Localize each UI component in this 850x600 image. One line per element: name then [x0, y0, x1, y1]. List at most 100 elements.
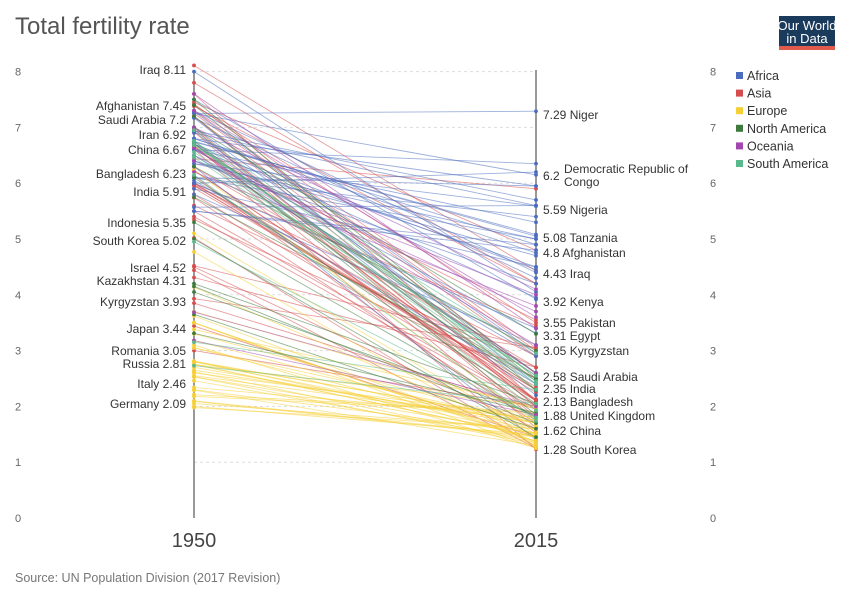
series-line-estonia[interactable] [193, 403, 537, 430]
point-1950-panama [192, 195, 196, 200]
series-line-suriname[interactable] [193, 151, 537, 382]
series-line-azerbaijan[interactable] [193, 210, 537, 407]
legend-label-north-america: North America [747, 122, 826, 136]
point-1950-kyrgyzstan [192, 296, 196, 301]
series-line-bahamas[interactable] [193, 291, 537, 416]
logo-stripe [779, 46, 835, 50]
point-1950-honduras [192, 97, 196, 102]
series-line-spain[interactable] [193, 376, 537, 445]
left-label-romania: Romania 3.05 [111, 344, 186, 358]
y-tick-right-4: 4 [710, 290, 716, 302]
series-line-timor-leste[interactable] [193, 158, 537, 190]
series-line-somalia[interactable] [193, 113, 537, 176]
series-line-paraguay[interactable] [193, 154, 537, 377]
series-line-brazil[interactable] [193, 174, 537, 422]
legend-label-south-america: South America [747, 157, 828, 171]
series-line-malawi[interactable] [193, 138, 537, 254]
legend[interactable]: Africa Asia Europe North America Oceania Sout… [736, 69, 828, 171]
right-label-value-democratic-republic-of-congo: 6.2 [543, 169, 560, 183]
legend-item-asia[interactable]: Asia [736, 87, 771, 101]
point-1950-iraq [192, 63, 196, 68]
series-line-australia[interactable] [193, 340, 537, 416]
series-line-kazakhstan[interactable] [193, 277, 537, 368]
series-line-panama[interactable] [193, 196, 537, 379]
series-line-luxembourg[interactable] [193, 407, 537, 430]
series-line-costa-rica[interactable] [193, 142, 537, 416]
series-line-chile[interactable] [193, 241, 537, 418]
legend-swatch-asia [736, 89, 743, 97]
series-line-montenegro[interactable] [193, 333, 537, 424]
series-line-cambodia[interactable] [193, 166, 537, 368]
series-line-united-states[interactable] [193, 332, 537, 413]
series-line-nigeria[interactable] [193, 163, 537, 207]
series-line-nicaragua[interactable] [193, 115, 537, 391]
series-line-jamaica[interactable] [193, 283, 537, 405]
point-1950-austria [192, 398, 196, 403]
series-line-canada[interactable] [193, 313, 537, 430]
series-line-south-africa[interactable] [193, 180, 537, 385]
legend-swatch-europe [736, 107, 743, 115]
legend-item-north-america[interactable]: North America [736, 122, 826, 136]
series-line-bosnia[interactable] [193, 251, 537, 447]
series-line-north-korea[interactable] [193, 302, 537, 410]
series-line-trinidad-and-tobago[interactable] [193, 221, 537, 418]
series-line-bolivia[interactable] [193, 140, 537, 354]
point-2015-tajikistan [534, 323, 538, 328]
series-line-cyprus[interactable] [193, 322, 537, 444]
legend-swatch-south-america [736, 160, 743, 167]
series-line-argentina[interactable] [193, 341, 537, 391]
point-2015-angola [534, 184, 538, 188]
series-line-micronesia[interactable] [193, 143, 537, 346]
series-line-uruguay[interactable] [193, 365, 537, 405]
series-line-hungary[interactable] [193, 371, 537, 444]
series-line-slovenia[interactable] [193, 361, 537, 431]
series-line-yemen[interactable] [193, 82, 537, 285]
series-line-bulgaria[interactable] [193, 376, 537, 434]
series-line-burundi[interactable] [193, 130, 537, 201]
point-2015-cameroon [534, 248, 538, 253]
point-2015-suriname [534, 379, 538, 384]
series-line-saudi-arabia[interactable] [193, 115, 537, 375]
series-line-algeria[interactable] [193, 111, 537, 354]
series-line-armenia[interactable] [193, 266, 537, 430]
series-line-colombia[interactable] [193, 140, 537, 411]
legend-item-africa[interactable]: Africa [736, 69, 779, 83]
series-line-niger[interactable] [193, 110, 537, 114]
point-2015-niger [534, 109, 538, 114]
series-line-afghanistan[interactable] [193, 101, 537, 251]
series-line-samoa[interactable] [193, 126, 537, 290]
point-2015-brazil [534, 419, 538, 423]
legend-item-europe[interactable]: Europe [736, 104, 787, 118]
series-line-vietnam[interactable] [193, 216, 537, 410]
series-line-tunisia[interactable] [193, 130, 537, 396]
series-line-albania[interactable] [193, 170, 537, 423]
series-line-puerto-rico[interactable] [193, 238, 537, 438]
series-line-thailand[interactable] [193, 175, 537, 433]
series-line-moldova[interactable] [193, 322, 537, 449]
series-line-malaysia[interactable] [193, 169, 537, 402]
series-line-rwanda[interactable] [193, 71, 537, 293]
series-line-tonga[interactable] [193, 110, 537, 318]
series-line-new-zealand[interactable] [193, 311, 537, 407]
legend-item-south-america[interactable]: South America [736, 157, 828, 171]
series-line-sweden[interactable] [193, 394, 537, 413]
series-line-venezuela[interactable] [193, 157, 537, 385]
point-1950-papua-new-guinea [192, 170, 196, 174]
series-line-cuba[interactable] [193, 286, 537, 424]
point-1950-bahamas [192, 290, 196, 294]
series-line-kiribati[interactable] [193, 154, 537, 312]
series-line-papua-new-guinea[interactable] [193, 171, 537, 307]
left-label-iran: Iran 6.92 [139, 128, 187, 142]
series-line-sudan[interactable] [193, 143, 537, 271]
series-line-finland[interactable] [193, 361, 537, 421]
series-line-cote-d-ivoire[interactable] [193, 138, 537, 246]
series-line-egypt[interactable] [193, 149, 537, 334]
series-line-iraq[interactable] [193, 65, 537, 272]
series-line-lithuania[interactable] [193, 366, 537, 427]
series-line-vanuatu[interactable] [193, 93, 537, 329]
series-line-guyana[interactable] [193, 144, 537, 377]
series-line-lebanon[interactable] [193, 197, 537, 424]
legend-item-oceania[interactable]: Oceania [736, 139, 794, 153]
series-line-switzerland[interactable] [193, 389, 537, 434]
